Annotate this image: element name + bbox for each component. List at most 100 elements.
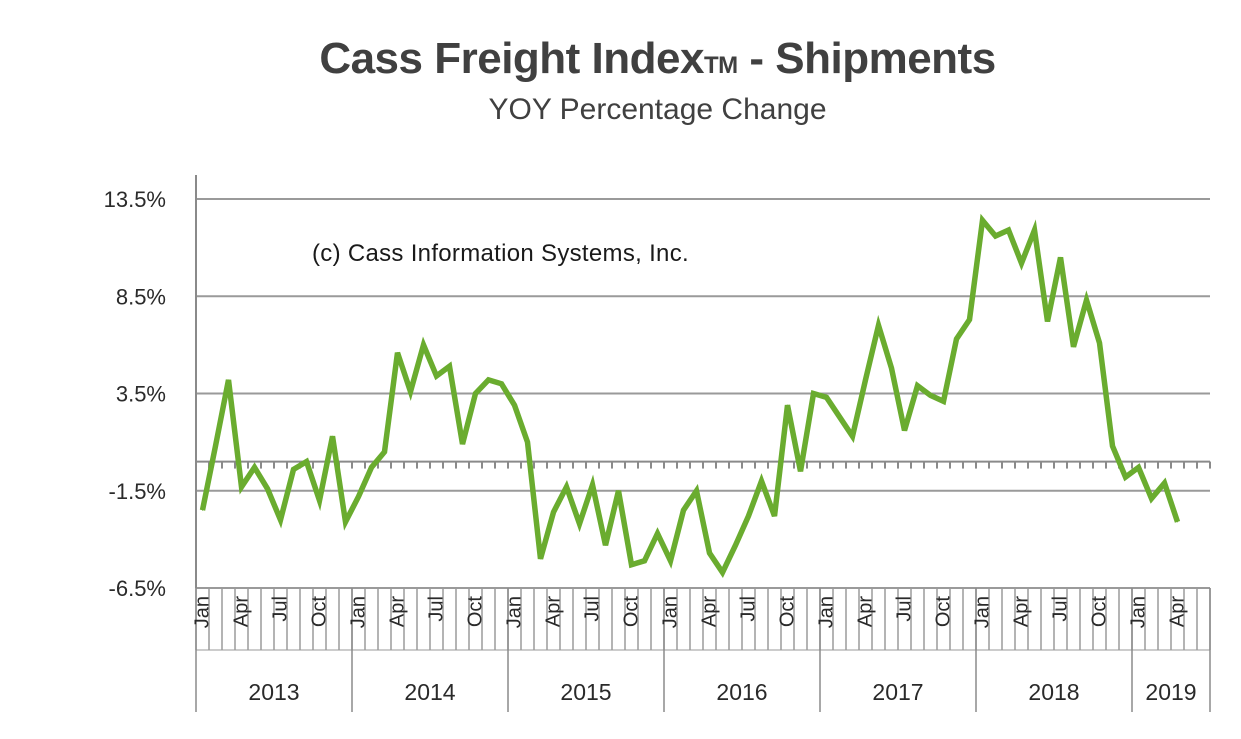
y-tick-label: -1.5% [109,479,166,504]
data-point [1099,342,1100,344]
data-point [410,391,411,393]
data-point [1151,498,1152,500]
data-point [904,429,905,431]
month-label: Oct [309,596,331,628]
month-label: Jul [582,596,604,622]
data-point [358,496,359,498]
data-point [319,499,320,501]
data-point [787,404,788,406]
data-point [748,515,749,517]
data-point [267,488,268,490]
data-point [839,416,840,418]
year-label: 2013 [248,679,299,705]
data-point [891,367,892,369]
data-point [683,509,684,511]
data-point [618,490,619,492]
month-label: Oct [465,596,487,628]
data-point [852,435,853,437]
data-point [696,490,697,492]
data-point [553,511,554,513]
data-point [969,319,970,321]
data-point [1138,466,1139,468]
data-point [293,468,294,470]
data-point [1008,229,1009,231]
data-point [501,383,502,385]
month-label: Jan [348,596,370,628]
data-point [761,480,762,482]
data-point [566,486,567,488]
y-tick-label: 8.5% [116,284,166,309]
data-point [527,441,528,443]
data-point [1073,346,1074,348]
data-point [1112,445,1113,447]
data-point [878,324,879,326]
data-point [202,509,203,511]
data-point [826,396,827,398]
month-label: Apr [231,596,253,627]
data-point [605,544,606,546]
data-point [1060,256,1061,258]
data-point [540,558,541,560]
data-point [254,466,255,468]
copyright-annotation: (c) Cass Information Systems, Inc. [312,240,689,267]
data-point [280,519,281,521]
data-point [774,515,775,517]
data-point [657,533,658,535]
data-point [1034,229,1035,231]
data-point [982,219,983,221]
data-point [735,544,736,546]
data-point [1125,476,1126,478]
trademark-mark: TM [703,52,738,79]
data-point [436,375,437,377]
month-label: Jan [504,596,526,628]
y-tick-label: 3.5% [116,382,166,407]
data-point [488,379,489,381]
month-label: Apr [543,596,565,627]
data-point [956,338,957,340]
y-tick-labels: 13.5% 8.5% 3.5% -1.5% -6.5% [104,187,166,601]
data-point [1164,482,1165,484]
data-point [709,552,710,554]
data-point [670,560,671,562]
y-tick-label: -6.5% [109,576,166,601]
data-point [345,521,346,523]
y-tick-label: 13.5% [104,187,166,212]
month-label: Oct [933,596,955,628]
year-label: 2019 [1145,679,1196,705]
month-label: Jul [426,596,448,622]
data-point [475,393,476,394]
x-axis-labels: 2013 2014 2015 2016 2017 2018 2019 Jan Apr Jul Oct… [192,596,1197,705]
month-label: Apr [699,596,721,627]
data-point [1086,299,1087,301]
data-point [930,394,931,396]
month-label: Jan [192,596,214,628]
data-point [462,443,463,445]
data-point [917,385,918,387]
month-label: Jan [816,596,838,628]
month-label: Jul [738,596,760,622]
month-label: Jul [894,596,916,622]
data-point [644,560,645,562]
data-point [1021,262,1022,264]
data-point [306,461,307,463]
data-point [1047,321,1048,323]
data-point [228,379,229,381]
data-point [215,445,216,447]
data-point [631,564,632,566]
month-label: Apr [1167,596,1189,627]
year-label: 2018 [1028,679,1079,705]
year-label: 2016 [716,679,767,705]
data-point [397,352,398,354]
data-point [514,404,515,406]
chart-subtitle: YOY Percentage Change [488,93,827,126]
year-label: 2017 [872,679,923,705]
data-point [384,451,385,453]
data-point [579,523,580,525]
month-label: Apr [1011,596,1033,627]
data-point [241,486,242,488]
data-point [722,571,723,573]
series-line [199,213,1181,578]
data-point [371,466,372,468]
data-point [592,484,593,486]
